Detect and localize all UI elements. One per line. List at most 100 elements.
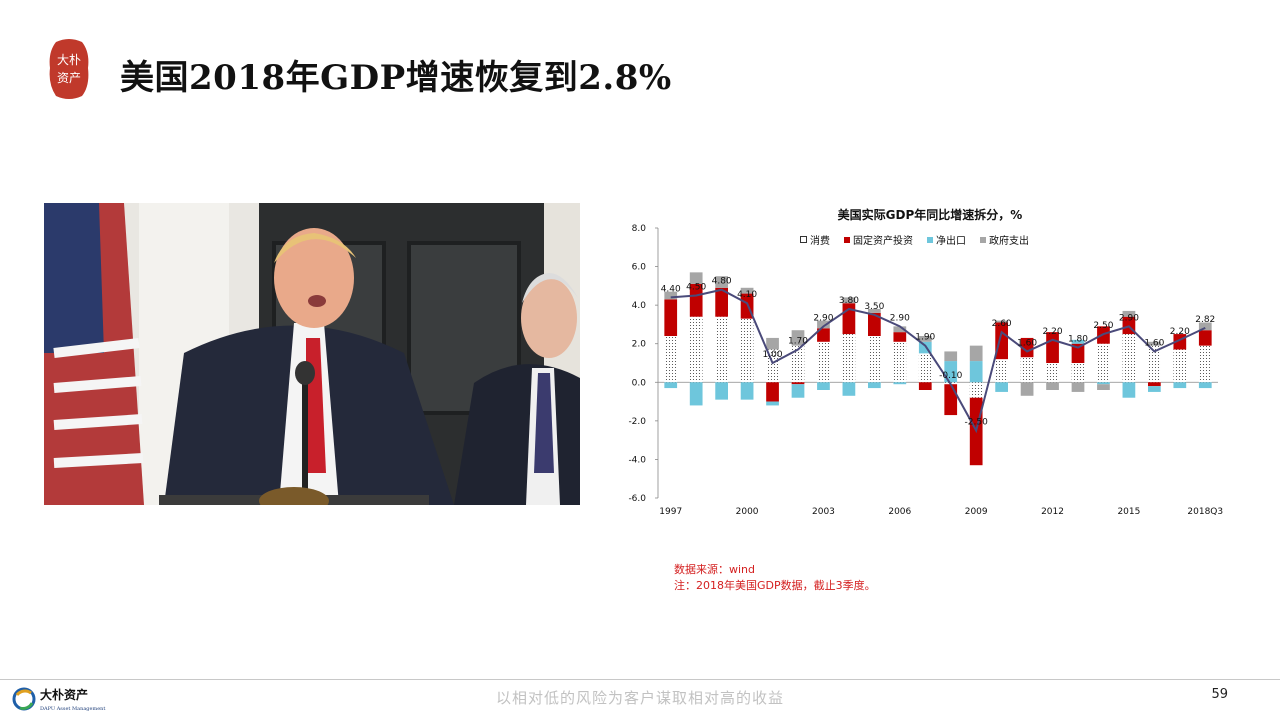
data-label: 1.60: [1017, 338, 1037, 348]
y-tick-label: -6.0: [628, 494, 646, 504]
bar-net-export: [969, 361, 983, 383]
bar-consumption: [842, 334, 856, 383]
bar-government: [995, 320, 1008, 323]
bar-consumption: [1046, 363, 1059, 383]
bar-investment: [766, 382, 779, 402]
bar-investment: [715, 287, 728, 317]
bar-net-export: [740, 382, 754, 400]
bar-government: [817, 320, 830, 329]
y-tick-label: 0.0: [632, 378, 647, 388]
company-seal-logo: 大朴 资产: [49, 39, 89, 99]
legend-item-consumption: 消费: [800, 232, 830, 247]
bar-government: [1122, 310, 1136, 317]
bar-net-export: [664, 382, 678, 389]
bar-net-export: [1122, 382, 1136, 398]
bar-consumption: [715, 316, 728, 383]
bar-government: [664, 291, 678, 300]
bar-investment: [791, 382, 805, 385]
bar-net-export: [842, 382, 856, 396]
x-tick-label: 2003: [812, 507, 835, 517]
bar-consumption: [791, 345, 805, 383]
bar-net-export: [689, 382, 703, 406]
data-label: 2.20: [1043, 327, 1063, 337]
bar-investment: [893, 332, 907, 342]
bar-government: [689, 272, 703, 284]
bar-consumption: [817, 341, 830, 383]
data-label: -2.50: [965, 418, 989, 428]
bar-government: [969, 345, 983, 362]
y-tick-label: -4.0: [628, 455, 646, 465]
bar-consumption: [969, 382, 983, 398]
legend-item-net-export: 净出口: [927, 232, 966, 247]
bar-government: [1198, 322, 1212, 331]
bar-investment: [995, 322, 1008, 360]
bar-net-export: [1071, 339, 1085, 344]
legend-label: 消费: [810, 236, 830, 247]
bar-net-export: [817, 382, 830, 390]
data-label: -0.10: [939, 371, 963, 381]
bar-consumption: [1122, 334, 1136, 383]
data-label: 2.90: [890, 313, 910, 323]
x-tick-label: 2009: [965, 507, 988, 517]
bar-consumption: [893, 341, 907, 383]
footer-brand-name-en: DAPU Asset Management: [40, 706, 105, 712]
gdp-total-line: [670, 288, 1206, 434]
bar-net-export: [766, 401, 779, 406]
data-label: 4.50: [686, 283, 706, 293]
bar-government: [1046, 382, 1059, 390]
x-tick-label: 2015: [1117, 507, 1140, 517]
bar-investment: [918, 382, 932, 390]
chart-plot: 8.0 6.0 4.0 2.0 0.0 -2.0 -4.0 -6.0 1997 2000 2003 2…: [628, 224, 1223, 517]
data-label: 3.80: [839, 296, 859, 306]
bar-investment: [1020, 337, 1034, 358]
bar-government: [842, 297, 856, 304]
bar-consumption: [689, 316, 703, 383]
bar-net-export: [995, 382, 1008, 392]
chart-title: 美国实际GDP年同比增速拆分，%: [837, 208, 1023, 222]
bar-government: [1020, 382, 1034, 396]
y-tick-label: 4.0: [632, 301, 647, 311]
data-label: 1.00: [763, 350, 783, 360]
bar-consumption: [1097, 343, 1110, 383]
y-tick-label: 2.0: [632, 340, 647, 350]
bar-investment: [1198, 330, 1212, 346]
footer-divider: [0, 679, 1280, 680]
bar-investment: [944, 384, 958, 416]
svg-text:资产: 资产: [57, 71, 81, 85]
bar-government: [893, 326, 907, 333]
x-tick-label: 1997: [659, 507, 682, 517]
footnote: 注：2018年美国GDP数据，截止3季度。: [674, 579, 876, 592]
data-label: 1.80: [1068, 335, 1088, 345]
legend-item-investment: 固定资产投资: [844, 232, 913, 247]
legend-swatch-investment: [844, 236, 850, 243]
legend-label: 固定资产投资: [853, 236, 913, 247]
y-tick-label: 8.0: [632, 224, 647, 234]
bar-government: [1071, 382, 1085, 392]
data-label: 4.10: [737, 290, 757, 300]
bar-government: [1097, 384, 1110, 390]
data-label: 2.60: [992, 319, 1012, 329]
bar-investment: [689, 283, 703, 317]
chart-notes: 数据来源：wind 注：2018年美国GDP数据，截止3季度。: [674, 562, 876, 594]
data-label: 2.20: [1170, 327, 1190, 337]
bar-net-export: [918, 341, 932, 354]
bar-consumption: [1071, 363, 1085, 383]
data-label: 1.90: [915, 333, 935, 343]
y-tick-label: -2.0: [628, 417, 646, 427]
bar-consumption: [1148, 345, 1161, 383]
data-label: 3.50: [864, 302, 884, 312]
bar-consumption: [664, 336, 678, 383]
legend-swatch-government: [980, 236, 986, 243]
bar-net-export: [1097, 382, 1110, 385]
bar-net-export: [1173, 382, 1187, 389]
bar-government: [918, 336, 932, 342]
bar-investment: [1071, 343, 1085, 363]
data-label: 2.50: [1093, 321, 1113, 331]
footer-slogan: 以相对低的风险为客户谋取相对高的收益: [495, 689, 784, 707]
bar-consumption: [1198, 345, 1212, 383]
bar-investment: [868, 312, 881, 336]
legend-label: 政府支出: [989, 236, 1029, 247]
bar-consumption: [740, 318, 754, 383]
data-label: 1.70: [788, 337, 808, 347]
bar-consumption: [1173, 349, 1187, 383]
